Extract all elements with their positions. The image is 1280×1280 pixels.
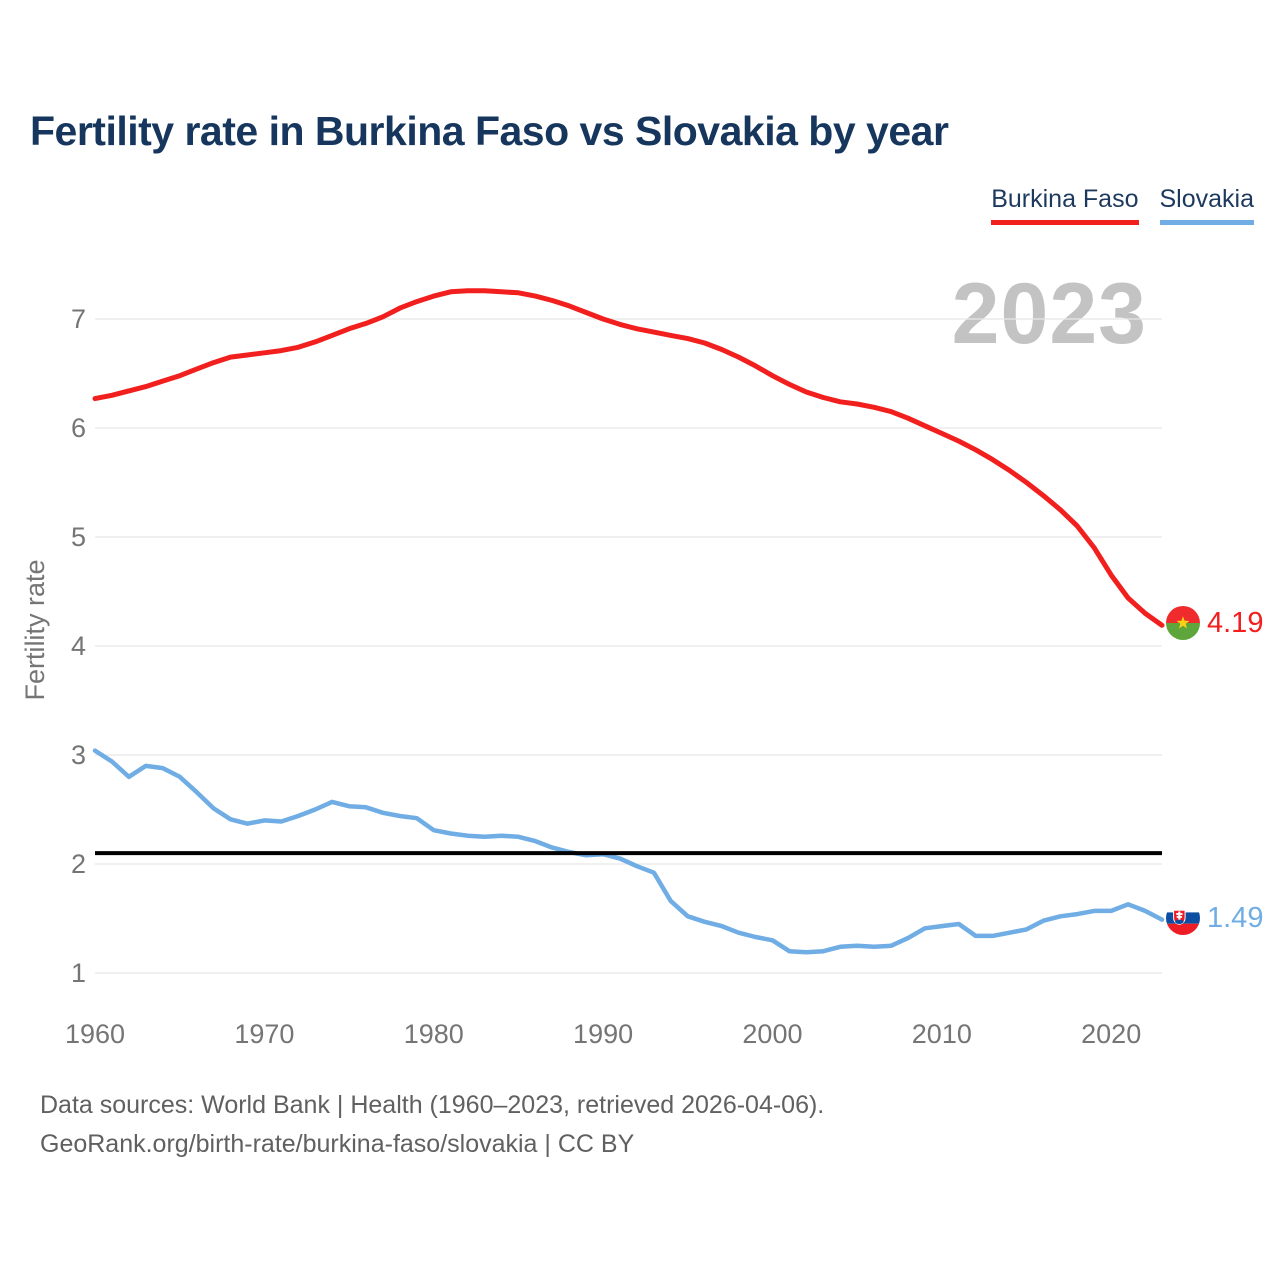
page-title: Fertility rate in Burkina Faso vs Slovak… [30, 108, 949, 154]
y-tick-label-6: 6 [71, 413, 86, 443]
x-tick-label-1960: 1960 [65, 1019, 125, 1049]
slovakia-flag-icon [1166, 901, 1200, 935]
burkina-faso-end-value: 4.19 [1207, 606, 1264, 639]
x-tick-label-2010: 2010 [912, 1019, 972, 1049]
y-tick-label-5: 5 [71, 522, 86, 552]
y-tick-label-4: 4 [71, 631, 86, 661]
y-axis-title: Fertility rate [20, 559, 50, 700]
y-axis-tick-labels: 1 2 3 4 5 6 7 [71, 304, 86, 988]
legend: Burkina Faso Slovakia [991, 185, 1254, 225]
y-tick-label-2: 2 [71, 849, 86, 879]
series-line-burkina-faso [92, 288, 1165, 628]
x-tick-label-1990: 1990 [573, 1019, 633, 1049]
y-tick-label-1: 1 [71, 958, 86, 988]
legend-item-burkina-faso[interactable]: Burkina Faso [991, 185, 1139, 225]
y-tick-label-3: 3 [71, 740, 86, 770]
x-tick-label-1980: 1980 [404, 1019, 464, 1049]
footer-attribution: GeoRank.org/birth-rate/burkina-faso/slov… [40, 1130, 635, 1158]
x-tick-label-2020: 2020 [1081, 1019, 1141, 1049]
series-lines [92, 288, 1165, 955]
x-tick-label-2000: 2000 [742, 1019, 802, 1049]
legend-label-burkina-faso: Burkina Faso [991, 185, 1139, 213]
y-tick-label-7: 7 [71, 304, 86, 334]
burkina-faso-flag-icon [1166, 606, 1200, 640]
legend-label-slovakia: Slovakia [1159, 185, 1255, 213]
burkina-faso-end-label: 4.19 [1166, 603, 1263, 643]
year-watermark: 2023 [951, 266, 1147, 362]
x-axis-tick-labels: 1960 1970 1980 1990 2000 2010 2020 [65, 1019, 1141, 1049]
legend-item-slovakia[interactable]: Slovakia [1159, 185, 1255, 225]
x-tick-label-1970: 1970 [234, 1019, 294, 1049]
slovakia-end-value: 1.49 [1207, 901, 1264, 934]
gridlines [95, 318, 1162, 974]
series-line-slovakia [92, 748, 1165, 955]
footer: Data sources: World Bank | Health (1960–… [40, 1086, 824, 1164]
footer-data-sources: Data sources: World Bank | Health (1960–… [40, 1091, 825, 1119]
slovakia-end-label: 1.49 [1166, 898, 1263, 938]
